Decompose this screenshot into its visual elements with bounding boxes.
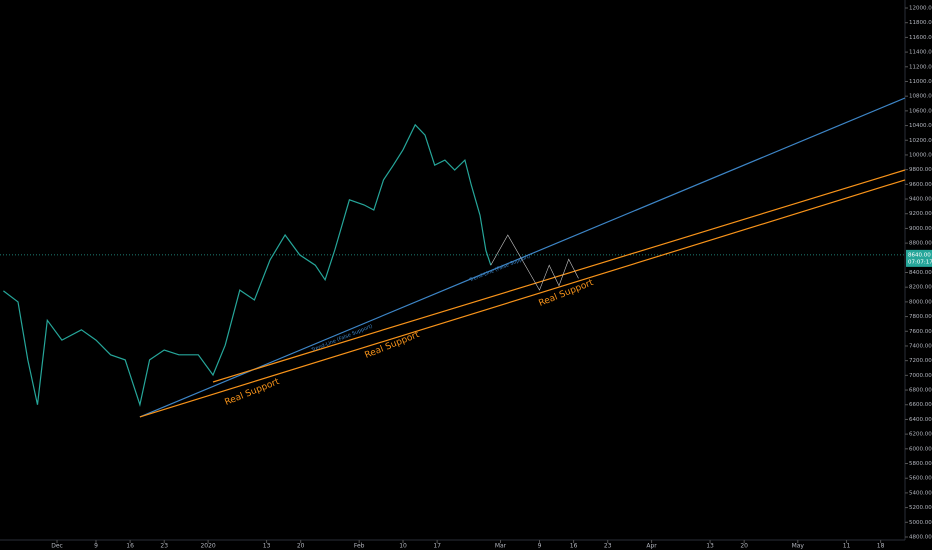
y-tick-label: 7600.00	[909, 329, 932, 335]
x-tick-label: Mar	[495, 543, 507, 550]
x-tick-label: 9	[538, 543, 542, 550]
y-tick-label: 12000.00	[909, 6, 932, 12]
x-tick-label: 2020	[200, 543, 215, 550]
y-tick-label: 8000.00	[909, 299, 932, 305]
annotation: Real Support	[537, 278, 595, 309]
y-tick-label: 11600.00	[909, 35, 932, 41]
y-tick-label: 10600.00	[909, 108, 932, 114]
y-tick-label: 6600.00	[909, 402, 932, 408]
x-tick-label: 20	[297, 543, 305, 550]
y-tick-label: 5800.00	[909, 461, 932, 467]
drawing-line	[139, 179, 906, 418]
drawing-line	[212, 169, 906, 383]
y-tick-label: 8200.00	[909, 285, 932, 291]
drawing-line	[490, 234, 579, 291]
price-line	[3, 123, 492, 407]
y-tick-label: 9400.00	[909, 197, 932, 203]
y-tick-label: 6800.00	[909, 388, 932, 394]
y-tick-label: 11800.00	[909, 20, 932, 26]
y-tick-label: 9200.00	[909, 211, 932, 217]
x-tick-label: May	[792, 543, 805, 550]
y-tick-label: 5600.00	[909, 476, 932, 482]
y-tick-label: 7800.00	[909, 314, 932, 320]
y-tick-label: 9600.00	[909, 182, 932, 188]
y-tick-label: 10200.00	[909, 138, 932, 144]
x-tick-label: 16	[126, 543, 134, 550]
x-tick-label: 11	[843, 543, 851, 550]
x-tick-label: Feb	[354, 543, 365, 550]
x-tick-label: 13	[263, 543, 271, 550]
current-price-badge	[906, 249, 932, 267]
y-tick-label: 10400.00	[909, 123, 932, 129]
y-tick-label: 7400.00	[909, 343, 932, 349]
y-tick-label: 5000.00	[909, 520, 932, 526]
x-tick-label: 18	[877, 543, 885, 550]
y-tick-label: 11400.00	[909, 50, 932, 56]
y-tick-label: 4800.00	[909, 534, 932, 540]
y-tick-label: 9000.00	[909, 226, 932, 232]
y-tick-label: 9800.00	[909, 167, 932, 173]
x-tick-label: Dec	[51, 543, 63, 550]
current-price-label: 8640.00	[908, 252, 931, 258]
y-tick-label: 7200.00	[909, 358, 932, 364]
y-tick-label: 6200.00	[909, 432, 932, 438]
y-tick-label: 11000.00	[909, 79, 932, 85]
drawing-line	[139, 97, 906, 418]
y-tick-label: 5400.00	[909, 490, 932, 496]
y-tick-label: 7000.00	[909, 373, 932, 379]
annotation: Trend-Line (False Support)	[310, 323, 374, 353]
x-tick-label: Apr	[646, 543, 657, 550]
y-tick-label: 6000.00	[909, 446, 932, 452]
y-tick-label: 10800.00	[909, 94, 932, 100]
x-tick-label: 16	[570, 543, 578, 550]
x-tick-label: 13	[706, 543, 714, 550]
x-tick-label: 23	[604, 543, 612, 550]
y-tick-label: 5200.00	[909, 505, 932, 511]
x-tick-label: 10	[399, 543, 407, 550]
x-tick-label: 9	[94, 543, 98, 550]
countdown: 07:07:17	[908, 259, 932, 265]
y-tick-label: 10000.00	[909, 152, 932, 158]
y-tick-label: 8800.00	[909, 241, 932, 247]
annotation: Trend-Line (False Support)	[468, 253, 532, 283]
y-tick-label: 8400.00	[909, 270, 932, 276]
x-tick-label: 20	[740, 543, 748, 550]
y-tick-label: 11200.00	[909, 64, 932, 70]
y-tick-label: 6400.00	[909, 417, 932, 423]
x-tick-label: 23	[160, 543, 168, 550]
x-tick-label: 17	[433, 543, 441, 550]
